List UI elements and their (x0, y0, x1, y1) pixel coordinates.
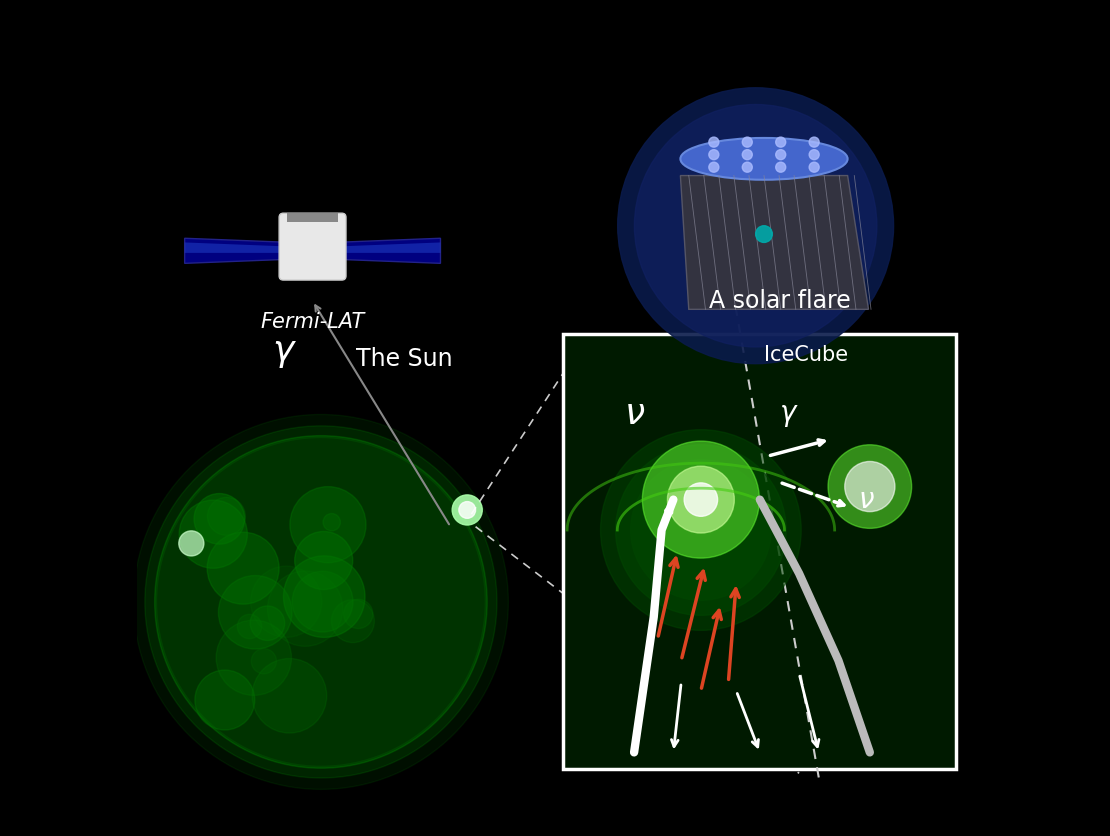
Bar (564, 334, 957, 769)
Circle shape (286, 520, 334, 568)
Circle shape (809, 137, 819, 147)
Polygon shape (680, 176, 868, 309)
Circle shape (133, 415, 508, 789)
Circle shape (236, 506, 312, 581)
Circle shape (630, 460, 771, 600)
Circle shape (366, 576, 435, 645)
Circle shape (709, 162, 719, 172)
Circle shape (297, 609, 340, 651)
Circle shape (212, 573, 279, 640)
Text: A solar flare: A solar flare (708, 289, 850, 313)
Circle shape (275, 575, 327, 628)
Text: γ: γ (779, 400, 796, 427)
Circle shape (356, 656, 394, 693)
Circle shape (337, 575, 356, 594)
Polygon shape (333, 242, 441, 252)
Circle shape (601, 430, 801, 630)
Polygon shape (333, 238, 441, 263)
Circle shape (287, 477, 343, 533)
Circle shape (845, 461, 895, 512)
Circle shape (295, 576, 354, 635)
Circle shape (635, 104, 877, 347)
Text: ν: ν (858, 487, 874, 514)
Circle shape (145, 426, 497, 778)
Circle shape (616, 445, 786, 615)
Circle shape (809, 162, 819, 172)
FancyBboxPatch shape (279, 213, 346, 280)
Circle shape (743, 137, 753, 147)
Circle shape (743, 150, 753, 160)
Circle shape (320, 548, 375, 604)
Circle shape (756, 226, 773, 242)
Circle shape (643, 441, 759, 558)
Circle shape (179, 531, 204, 556)
Circle shape (158, 439, 484, 765)
Circle shape (286, 577, 342, 632)
Circle shape (341, 583, 385, 626)
Circle shape (313, 669, 394, 750)
Circle shape (776, 137, 786, 147)
Circle shape (617, 88, 894, 364)
Circle shape (270, 514, 347, 591)
Polygon shape (184, 242, 292, 252)
Circle shape (667, 466, 735, 533)
Ellipse shape (680, 138, 848, 180)
Circle shape (776, 162, 786, 172)
Circle shape (776, 150, 786, 160)
Circle shape (452, 495, 482, 525)
Bar (287, 213, 337, 222)
Circle shape (828, 445, 911, 528)
Text: ν: ν (624, 397, 645, 431)
Circle shape (743, 162, 753, 172)
Circle shape (809, 150, 819, 160)
Text: IceCube: IceCube (764, 345, 848, 365)
Circle shape (391, 604, 422, 636)
Circle shape (709, 137, 719, 147)
Circle shape (684, 483, 717, 517)
Circle shape (458, 502, 475, 518)
Text: γ: γ (273, 334, 294, 368)
Text: Fermi-LAT: Fermi-LAT (261, 312, 365, 332)
Polygon shape (184, 238, 292, 263)
Circle shape (154, 436, 487, 768)
Circle shape (709, 150, 719, 160)
Text: The Sun: The Sun (356, 348, 453, 371)
Circle shape (326, 568, 401, 642)
Circle shape (279, 596, 315, 632)
Circle shape (235, 627, 304, 696)
Circle shape (214, 675, 293, 755)
